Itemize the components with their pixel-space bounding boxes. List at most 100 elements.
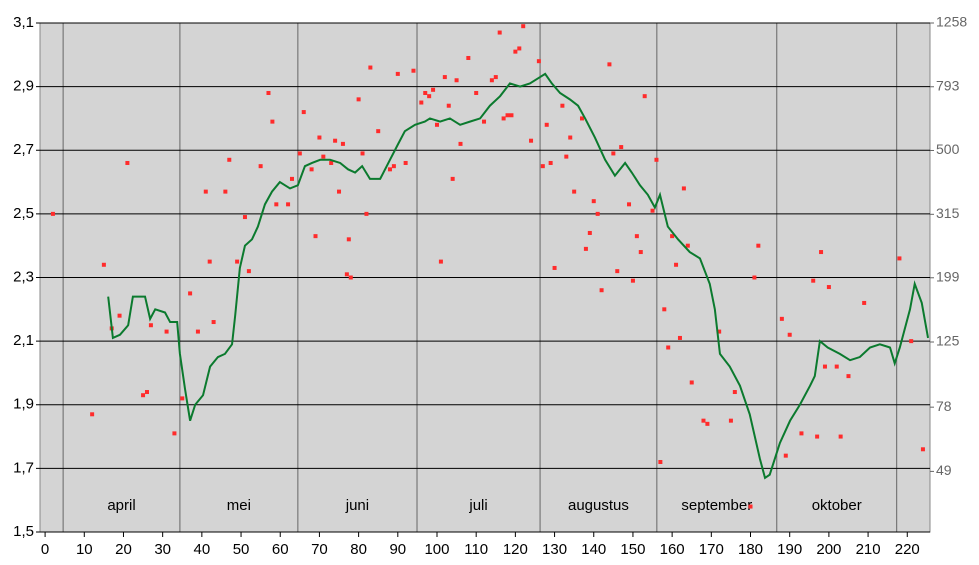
scatter-point	[846, 374, 851, 379]
scatter-point	[211, 320, 216, 325]
scatter-point	[579, 116, 584, 121]
y2-tick-label: 49	[936, 462, 952, 478]
scatter-point	[188, 291, 193, 296]
scatter-point	[552, 265, 557, 270]
scatter-point	[446, 103, 451, 108]
scatter-point	[164, 329, 169, 334]
scatter-point	[540, 164, 545, 169]
scatter-point	[650, 208, 655, 213]
scatter-point	[101, 262, 106, 267]
scatter-point	[395, 71, 400, 76]
line	[107, 72, 930, 480]
scatter-point	[403, 160, 408, 165]
y2-tick-label: 315	[936, 205, 960, 221]
scatter-point	[560, 103, 565, 108]
y-tick-label: 2,3	[13, 268, 34, 285]
scatter-point	[583, 246, 588, 251]
scatter-point	[920, 447, 925, 452]
scatter-point	[431, 87, 436, 92]
x-tick-label: 50	[233, 541, 250, 558]
scatter-point	[117, 313, 122, 318]
scatter-point	[783, 453, 788, 458]
y-tick-label: 1,9	[13, 396, 34, 413]
scatter-point	[670, 234, 675, 239]
scatter-point	[474, 90, 479, 95]
scatter-point	[289, 176, 294, 181]
scatter-point	[564, 154, 569, 159]
scatter-point	[90, 412, 95, 417]
scatter-point	[811, 278, 816, 283]
y-tick-label: 2,1	[13, 332, 34, 349]
scatter-point	[227, 157, 232, 162]
x-tick-label: 130	[542, 541, 567, 558]
scatter-point	[148, 323, 153, 328]
x-tick-label: 20	[115, 541, 132, 558]
scatter-point	[387, 167, 392, 172]
scatter-point	[434, 122, 439, 127]
scatter-point	[591, 199, 596, 204]
scatter-point	[482, 119, 487, 124]
x-tick-label: 80	[350, 541, 367, 558]
scatter-point	[266, 90, 271, 95]
x-tick-label: 210	[856, 541, 881, 558]
scatter-point	[732, 390, 737, 395]
scatter-point	[654, 157, 659, 162]
scatter-point	[348, 275, 353, 280]
scatter-point	[450, 176, 455, 181]
month-label: juli	[468, 497, 487, 514]
scatter-point	[313, 234, 318, 239]
scatter-point	[286, 202, 291, 207]
x-tick-label: 40	[194, 541, 211, 558]
scatter-point	[717, 329, 722, 334]
scatter-point	[677, 335, 682, 340]
x-tick-label: 0	[41, 541, 49, 558]
scatter-point	[607, 62, 612, 67]
scatter-point	[513, 49, 518, 54]
scatter-point	[419, 100, 424, 105]
scatter-point	[634, 234, 639, 239]
scatter-point	[862, 300, 867, 305]
scatter-point	[838, 434, 843, 439]
scatter-point	[172, 431, 177, 436]
scatter-point	[630, 278, 635, 283]
scatter-point	[509, 113, 514, 118]
y-tick-label: 2,5	[13, 205, 34, 222]
x-tick-label: 150	[620, 541, 645, 558]
scatter-point	[454, 78, 459, 83]
scatter-point	[834, 364, 839, 369]
scatter-point	[368, 65, 373, 70]
scatter-point	[674, 262, 679, 267]
scatter-point	[317, 135, 322, 140]
scatter-point	[427, 94, 432, 99]
scatter-point	[466, 55, 471, 60]
scatter-point	[356, 97, 361, 102]
scatter-point	[493, 75, 498, 80]
scatter-point	[344, 272, 349, 277]
scatter-point	[411, 68, 416, 73]
scatter-point	[826, 285, 831, 290]
scatter-point	[235, 259, 240, 264]
scatter-point	[701, 418, 706, 423]
scatter-point	[223, 189, 228, 194]
scatter-point	[195, 329, 200, 334]
y2-tick-label: 78	[936, 398, 952, 414]
scatter-point	[815, 434, 820, 439]
scatter-point	[799, 431, 804, 436]
scatter-point	[207, 259, 212, 264]
scatter-point	[458, 141, 463, 146]
scatter-point	[242, 215, 247, 220]
month-label: oktober	[812, 497, 862, 514]
y2-tick-label: 793	[936, 77, 960, 93]
scatter-point	[329, 160, 334, 165]
scatter-point	[681, 186, 686, 191]
x-tick-label: 10	[76, 541, 93, 558]
x-tick-label: 100	[424, 541, 449, 558]
scatter-point	[689, 380, 694, 385]
scatter-point	[909, 339, 914, 344]
month-label: augustus	[568, 497, 629, 514]
scatter-point	[595, 211, 600, 216]
scatter-point	[50, 211, 55, 216]
x-tick-label: 170	[699, 541, 724, 558]
scatter-point	[599, 288, 604, 293]
